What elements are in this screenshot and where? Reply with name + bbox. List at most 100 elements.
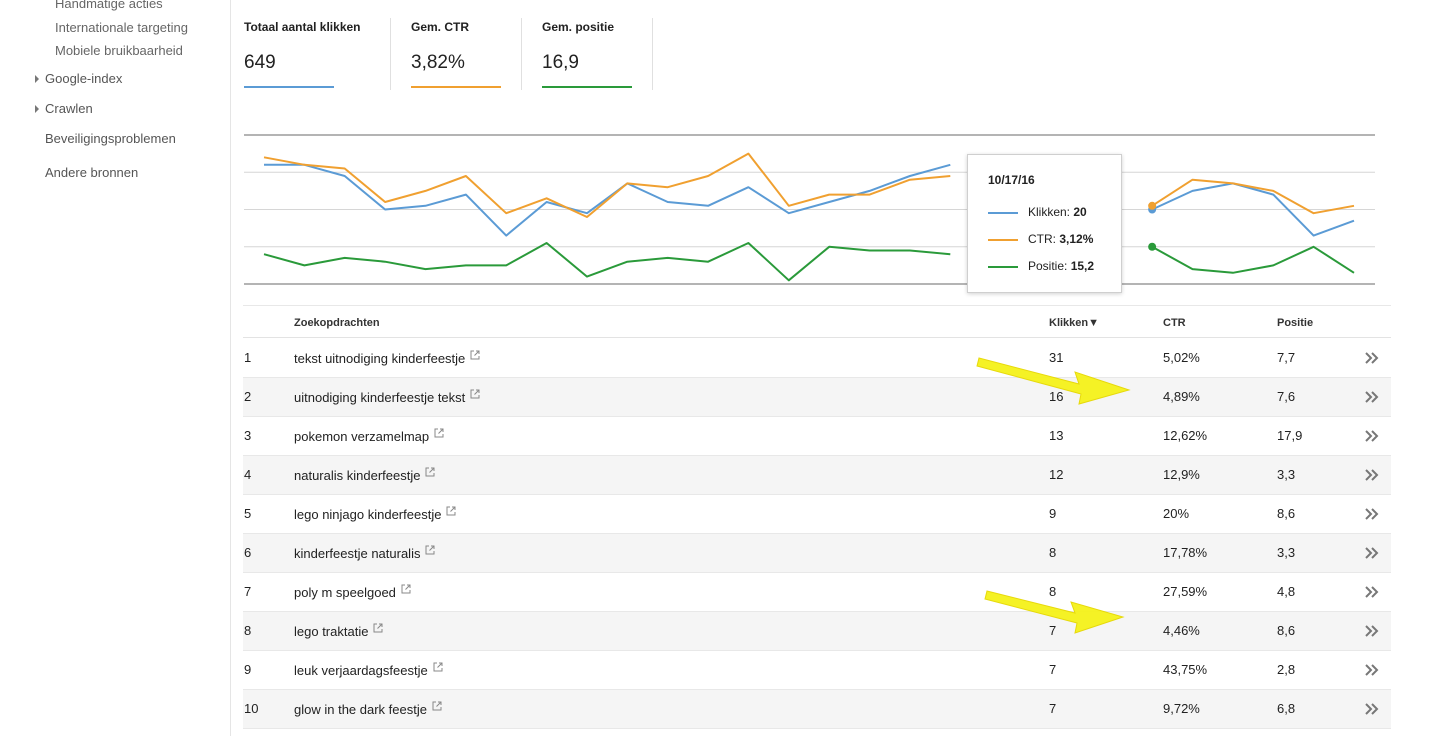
metric-position-label: Gem. positie bbox=[542, 20, 615, 34]
clicks-cell: 12 bbox=[1049, 467, 1064, 482]
table-row[interactable]: 1 tekst uitnodiging kinderfeestje 31 5,0… bbox=[243, 339, 1391, 378]
ctr-cell: 20% bbox=[1163, 506, 1190, 521]
sidebar-item-beveiligingsproblemen[interactable]: Beveiligingsproblemen bbox=[45, 131, 176, 146]
row-number: 8 bbox=[244, 623, 252, 638]
position-cell: 3,3 bbox=[1277, 467, 1296, 482]
clicks-cell: 7 bbox=[1049, 701, 1057, 716]
double-chevron-right-icon[interactable] bbox=[1364, 663, 1380, 677]
metric-clicks-color-bar bbox=[244, 86, 334, 88]
tooltip-row-clicks: Klikken: 20 bbox=[988, 205, 1087, 219]
external-link-icon[interactable] bbox=[470, 350, 480, 360]
highlight-point-ctr[interactable] bbox=[1148, 201, 1157, 210]
yellow-annotation-arrow bbox=[976, 357, 1131, 405]
metric-clicks-value: 649 bbox=[244, 52, 276, 73]
tooltip-position-label: Positie: bbox=[1028, 259, 1071, 273]
row-number: 4 bbox=[244, 467, 252, 482]
double-chevron-right-icon[interactable] bbox=[1364, 546, 1380, 560]
external-link-icon[interactable] bbox=[425, 545, 435, 555]
metric-clicks-card[interactable]: Totaal aantal klikken 649 bbox=[244, 18, 384, 90]
query-text[interactable]: uitnodiging kinderfeestje tekst bbox=[294, 390, 466, 405]
series-line-ctr[interactable] bbox=[263, 152, 951, 218]
table-row[interactable]: 9 leuk verjaardagsfeestje 7 43,75% 2,8 bbox=[243, 651, 1391, 690]
external-link-icon[interactable] bbox=[433, 662, 443, 672]
sidebar-item-mobiele-bruikbaarheid[interactable]: Mobiele bruikbaarheid bbox=[55, 43, 183, 58]
double-chevron-right-icon[interactable] bbox=[1364, 585, 1380, 599]
table-row[interactable]: 7 poly m speelgoed 8 27,59% 4,8 bbox=[243, 573, 1391, 612]
ctr-cell: 4,89% bbox=[1163, 389, 1200, 404]
expand-triangle-icon[interactable] bbox=[35, 105, 39, 113]
position-cell: 8,6 bbox=[1277, 506, 1296, 521]
series-line-klikken[interactable] bbox=[1151, 182, 1355, 237]
ctr-cell: 27,59% bbox=[1163, 584, 1208, 599]
table-row[interactable]: 5 lego ninjago kinderfeestje 9 20% 8,6 bbox=[243, 495, 1391, 534]
ctr-cell: 4,46% bbox=[1163, 623, 1200, 638]
metric-position-color-bar bbox=[542, 86, 632, 88]
query-text[interactable]: leuk verjaardagsfeestje bbox=[294, 663, 428, 678]
sidebar-item-internationale-targeting[interactable]: Internationale targeting bbox=[55, 20, 188, 35]
ctr-cell: 5,02% bbox=[1163, 350, 1200, 365]
table-row[interactable]: 4 naturalis kinderfeestje 12 12,9% 3,3 bbox=[243, 456, 1391, 495]
external-link-icon[interactable] bbox=[373, 623, 383, 633]
row-number: 2 bbox=[244, 389, 252, 404]
clicks-legend-line bbox=[988, 211, 1018, 214]
highlight-point-positie[interactable] bbox=[1148, 242, 1157, 251]
table-row[interactable]: 2 uitnodiging kinderfeestje tekst 16 4,8… bbox=[243, 378, 1391, 417]
header-ctr[interactable]: CTR bbox=[1163, 317, 1186, 329]
query-text[interactable]: kinderfeestje naturalis bbox=[294, 546, 421, 561]
sidebar-item-handmatige-acties[interactable]: Handmatige acties bbox=[55, 0, 163, 11]
sidebar-item-crawlen[interactable]: Crawlen bbox=[45, 101, 93, 116]
external-link-icon[interactable] bbox=[401, 584, 411, 594]
double-chevron-right-icon[interactable] bbox=[1364, 702, 1380, 716]
sidebar-item-google-index[interactable]: Google-index bbox=[45, 71, 123, 86]
query-text[interactable]: glow in the dark feestje bbox=[294, 702, 427, 717]
tooltip-position-value: 15,2 bbox=[1070, 259, 1095, 273]
position-cell: 7,6 bbox=[1277, 389, 1296, 404]
series-line-klikken[interactable] bbox=[264, 163, 951, 237]
query-cell: lego traktatie bbox=[294, 623, 383, 639]
header-clicks-sort[interactable]: Klikken▼ bbox=[1049, 317, 1100, 329]
series-line-positie[interactable] bbox=[1151, 245, 1355, 274]
performance-line-chart[interactable] bbox=[244, 127, 1376, 292]
query-cell: kinderfeestje naturalis bbox=[294, 545, 435, 561]
external-link-icon[interactable] bbox=[432, 701, 442, 711]
double-chevron-right-icon[interactable] bbox=[1364, 507, 1380, 521]
clicks-cell: 8 bbox=[1049, 545, 1057, 560]
metric-position-value: 16,9 bbox=[542, 52, 579, 73]
clicks-cell: 13 bbox=[1049, 428, 1064, 443]
table-row[interactable]: 10 glow in the dark feestje 7 9,72% 6,8 bbox=[243, 690, 1391, 729]
metric-position-card[interactable]: Gem. positie 16,9 bbox=[542, 18, 642, 90]
table-row[interactable]: 8 lego traktatie 7 4,46% 8,6 bbox=[243, 612, 1391, 651]
table-row[interactable]: 3 pokemon verzamelmap 13 12,62% 17,9 bbox=[243, 417, 1391, 456]
clicks-cell: 9 bbox=[1049, 506, 1057, 521]
external-link-icon[interactable] bbox=[425, 467, 435, 477]
series-line-positie[interactable] bbox=[263, 242, 951, 282]
metric-ctr-label: Gem. CTR bbox=[411, 20, 470, 34]
header-queries[interactable]: Zoekopdrachten bbox=[294, 317, 380, 329]
double-chevron-right-icon[interactable] bbox=[1364, 624, 1380, 638]
query-text[interactable]: naturalis kinderfeestje bbox=[294, 468, 421, 483]
clicks-cell: 7 bbox=[1049, 623, 1057, 638]
double-chevron-right-icon[interactable] bbox=[1364, 390, 1380, 404]
ctr-cell: 12,9% bbox=[1163, 467, 1200, 482]
double-chevron-right-icon[interactable] bbox=[1364, 351, 1380, 365]
query-cell: tekst uitnodiging kinderfeestje bbox=[294, 350, 480, 366]
double-chevron-right-icon[interactable] bbox=[1364, 468, 1380, 482]
query-text[interactable]: pokemon verzamelmap bbox=[294, 429, 430, 444]
external-link-icon[interactable] bbox=[434, 428, 444, 438]
sidebar-item-andere-bronnen[interactable]: Andere bronnen bbox=[45, 165, 139, 180]
table-row[interactable]: 6 kinderfeestje naturalis 8 17,78% 3,3 bbox=[243, 534, 1391, 573]
double-chevron-right-icon[interactable] bbox=[1364, 429, 1380, 443]
query-cell: uitnodiging kinderfeestje tekst bbox=[294, 389, 480, 405]
query-cell: poly m speelgoed bbox=[294, 584, 411, 600]
query-text[interactable]: tekst uitnodiging kinderfeestje bbox=[294, 351, 466, 366]
query-text[interactable]: lego ninjago kinderfeestje bbox=[294, 507, 442, 522]
tooltip-ctr-value: 3,12% bbox=[1059, 232, 1094, 246]
external-link-icon[interactable] bbox=[446, 506, 456, 516]
external-link-icon[interactable] bbox=[470, 389, 480, 399]
series-line-ctr[interactable] bbox=[1151, 178, 1355, 215]
metric-ctr-card[interactable]: Gem. CTR 3,82% bbox=[411, 18, 511, 90]
query-text[interactable]: poly m speelgoed bbox=[294, 585, 396, 600]
header-position[interactable]: Positie bbox=[1277, 317, 1314, 329]
expand-triangle-icon[interactable] bbox=[35, 75, 39, 83]
query-text[interactable]: lego traktatie bbox=[294, 624, 369, 639]
